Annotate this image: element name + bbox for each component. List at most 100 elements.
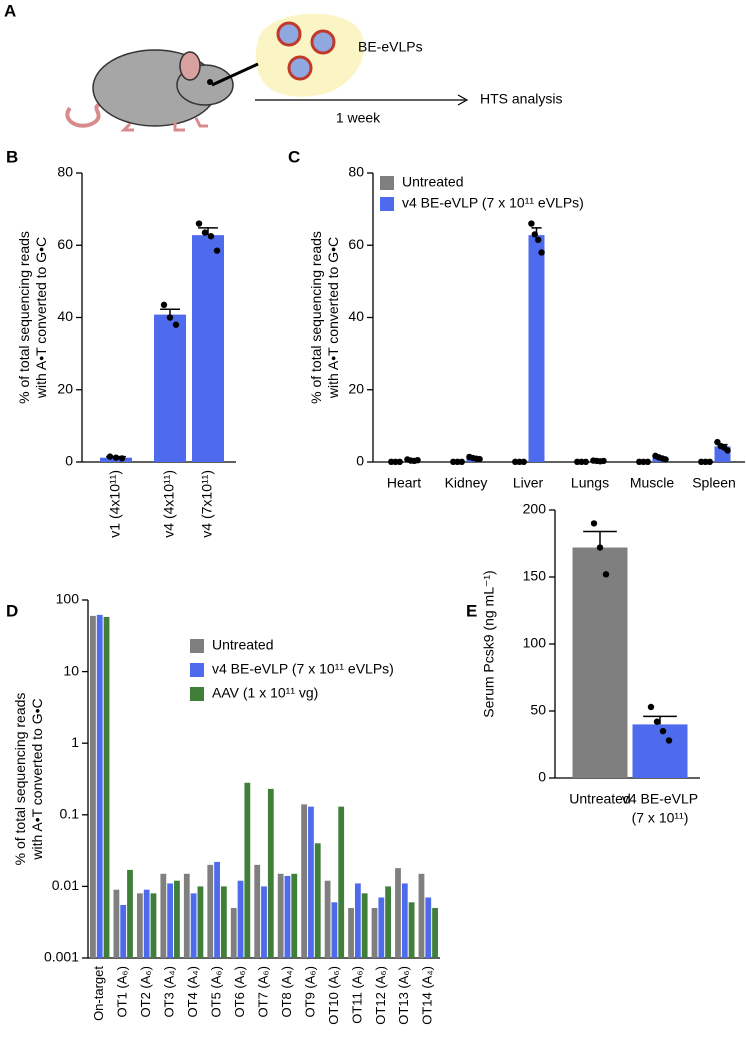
bar (432, 907, 438, 958)
y-tick-label: 0.1 (60, 806, 80, 822)
bar (160, 873, 167, 958)
data-point (647, 703, 655, 711)
bar (277, 873, 284, 958)
bar (183, 873, 190, 958)
arrow-label: 1 week (336, 110, 381, 126)
y-tick-label: 80 (57, 164, 73, 180)
bar (425, 897, 432, 958)
bar (214, 861, 220, 958)
legend-label: v4 BE-eVLP (7 x 10¹¹ eVLPs) (402, 195, 584, 211)
mouse-ear (179, 51, 201, 81)
x-tick-label: Untreated (569, 791, 630, 807)
panel-label: D (6, 601, 18, 620)
bar (378, 897, 385, 958)
data-point (166, 314, 174, 321)
y-tick-label: 60 (348, 236, 364, 252)
bar (254, 864, 261, 958)
x-tick-label: OT7 (A₆) (255, 966, 270, 1017)
x-tick-label: OT5 (A₆) (209, 966, 224, 1017)
x-tick-label: OT11 (A₆) (349, 966, 364, 1024)
bar (90, 615, 96, 958)
x-tick-label: v1 (4x10¹¹) (107, 470, 123, 538)
x-tick-label: OT8 (A₄) (279, 966, 294, 1018)
x-tick-label: OT12 (A₆) (373, 966, 388, 1025)
bar (136, 893, 143, 958)
y-tick-label: 0.001 (44, 949, 79, 965)
data-point (396, 458, 403, 466)
bar (291, 873, 298, 958)
data-point (590, 520, 598, 527)
x-tick-label: OT3 (A₄) (162, 966, 177, 1018)
bar (174, 880, 180, 958)
y-axis-label: % of total sequencing reads (308, 231, 324, 404)
x-tick-label: OT14 (A₄) (420, 966, 435, 1025)
data-point (596, 544, 604, 551)
x-tick-label: On-target (91, 966, 106, 1021)
x-tick-label: Heart (387, 475, 421, 491)
bar (127, 869, 133, 958)
panel-label: E (466, 601, 477, 620)
bar (395, 868, 401, 958)
y-tick-label: 10 (63, 662, 79, 678)
bar (192, 235, 224, 462)
bar (338, 806, 345, 958)
data-point (414, 456, 421, 464)
bar (103, 616, 110, 958)
x-tick-label: (7 x 10¹¹) (632, 810, 689, 826)
x-tick-label: Kidney (445, 475, 488, 491)
data-point (213, 247, 221, 254)
data-point (160, 301, 168, 309)
data-point (724, 447, 731, 454)
target-label: HTS analysis (480, 91, 562, 107)
particles (276, 21, 336, 81)
data-point (112, 454, 120, 461)
data-point (602, 571, 610, 578)
y-tick-label: 40 (57, 308, 73, 324)
bar (308, 806, 314, 958)
bar (528, 235, 545, 462)
data-point (118, 455, 126, 462)
x-tick-label: Liver (513, 475, 544, 491)
y-tick-label: 1 (71, 734, 79, 750)
panel-label: C (288, 147, 300, 166)
y-tick-label: 80 (348, 164, 364, 180)
legend-swatch (190, 687, 204, 701)
data-point (662, 456, 669, 463)
data-point (644, 458, 651, 466)
bar (143, 889, 150, 958)
y-tick-label: 60 (57, 236, 73, 252)
y-tick-label: 40 (348, 308, 364, 324)
bar (348, 907, 354, 958)
y-tick-label: 0 (356, 453, 364, 469)
legend-swatch (380, 176, 394, 190)
x-tick-label: v4 (7x10¹¹) (199, 470, 215, 538)
needle (211, 62, 259, 87)
data-point (706, 458, 713, 466)
bar (167, 883, 174, 958)
data-point (528, 220, 535, 227)
legend-swatch (380, 197, 394, 211)
bar (401, 883, 408, 958)
bar (237, 880, 244, 958)
y-tick-label: 200 (523, 501, 547, 517)
panel-a-illustration (65, 13, 469, 132)
x-tick-label: Lungs (571, 475, 609, 491)
panel-label: A (4, 1, 16, 20)
data-point (538, 249, 545, 256)
data-point (476, 455, 483, 463)
y-axis-label: with A•T converted to G•C (29, 698, 45, 860)
data-point (600, 457, 607, 465)
bar (361, 893, 368, 958)
bar (371, 907, 378, 958)
bar (207, 864, 214, 958)
bar (331, 902, 338, 958)
legend-label: v4 BE-eVLP (7 x 10¹¹ eVLPs) (212, 661, 394, 677)
y-tick-label: 20 (348, 380, 364, 396)
bar (150, 893, 157, 958)
y-axis-label: with A•T converted to G•C (325, 237, 341, 399)
data-point (458, 458, 465, 466)
data-point (172, 321, 180, 328)
data-point (653, 718, 661, 725)
bar (385, 886, 392, 958)
